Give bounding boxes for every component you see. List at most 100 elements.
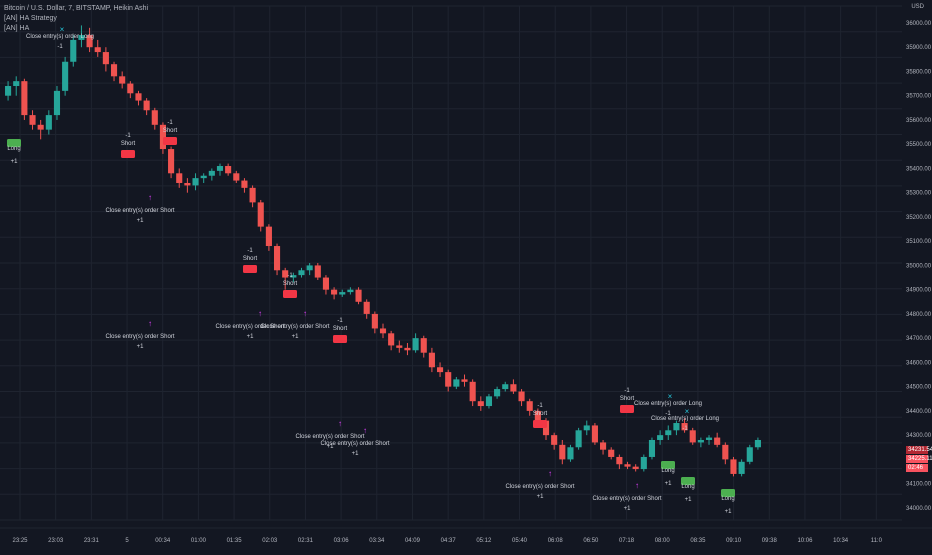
candle-body[interactable]: [347, 289, 354, 293]
candle-body[interactable]: [110, 64, 118, 77]
candle-body[interactable]: [453, 379, 460, 387]
candle-body[interactable]: [249, 187, 256, 203]
candle-body[interactable]: [355, 289, 362, 302]
candle-body[interactable]: [273, 246, 281, 271]
candle-body[interactable]: [461, 379, 468, 382]
candle-body[interactable]: [608, 449, 615, 457]
candle-body[interactable]: [314, 265, 321, 278]
candle-body[interactable]: [298, 270, 305, 276]
candle-body[interactable]: [119, 76, 126, 84]
candle-body[interactable]: [738, 461, 745, 474]
short-entry-badge[interactable]: [121, 150, 135, 158]
candle-body[interactable]: [494, 389, 501, 397]
candle-body[interactable]: [102, 52, 109, 65]
candle-body[interactable]: [526, 401, 533, 411]
candle-body[interactable]: [404, 347, 411, 351]
candle-body[interactable]: [241, 180, 248, 188]
candle-body[interactable]: [37, 124, 44, 130]
candle-body[interactable]: [436, 367, 444, 373]
candle-body[interactable]: [135, 93, 142, 101]
candle-body[interactable]: [306, 265, 313, 271]
candle-body[interactable]: [53, 90, 61, 116]
candle-body[interactable]: [192, 178, 199, 186]
candle-body[interactable]: [730, 459, 737, 474]
candle-body[interactable]: [591, 425, 598, 443]
candle-body[interactable]: [746, 447, 753, 462]
candle-body[interactable]: [200, 175, 207, 179]
candle-body[interactable]: [722, 444, 729, 460]
candle-body[interactable]: [412, 338, 419, 351]
candle-body[interactable]: [94, 47, 101, 53]
candle-body[interactable]: [534, 410, 541, 421]
candle-body[interactable]: [567, 447, 574, 460]
candle-body[interactable]: [176, 173, 183, 183]
candle-body[interactable]: [673, 423, 680, 431]
candle-body[interactable]: [445, 372, 452, 387]
candle-body[interactable]: [127, 83, 134, 94]
candle-body[interactable]: [510, 384, 517, 392]
candle-body[interactable]: [640, 456, 647, 470]
candle-body[interactable]: [689, 430, 696, 443]
candle-body[interactable]: [151, 110, 158, 125]
candle-body[interactable]: [339, 292, 346, 295]
short-entry-badge[interactable]: [333, 335, 347, 343]
candle-body[interactable]: [331, 289, 338, 295]
candle-body[interactable]: [363, 301, 370, 314]
candle-body[interactable]: [469, 381, 476, 402]
candle-body[interactable]: [29, 115, 36, 125]
candle-body[interactable]: [396, 345, 403, 348]
candle-body[interactable]: [86, 35, 93, 48]
candle-body[interactable]: [379, 328, 387, 334]
candle-body[interactable]: [657, 435, 664, 440]
candle-body[interactable]: [616, 456, 623, 465]
long-entry-badge[interactable]: [7, 139, 21, 147]
short-entry-badge[interactable]: [163, 137, 177, 145]
candle-body[interactable]: [225, 166, 232, 174]
long-entry-badge[interactable]: [661, 461, 675, 469]
candle-body[interactable]: [143, 100, 150, 111]
candle-body[interactable]: [5, 86, 12, 96]
chart-legend[interactable]: Bitcoin / U.S. Dollar, 7, BITSTAMP, Heik…: [4, 4, 148, 34]
candle-body[interactable]: [371, 313, 378, 329]
candle-body[interactable]: [257, 202, 264, 227]
candle-body[interactable]: [583, 425, 590, 431]
candle-body[interactable]: [265, 226, 272, 247]
candle-body[interactable]: [208, 170, 215, 176]
candle-body[interactable]: [13, 81, 20, 87]
candle-body[interactable]: [428, 352, 435, 368]
candle-body[interactable]: [420, 338, 427, 353]
candle-body[interactable]: [754, 439, 761, 448]
candle-body[interactable]: [665, 430, 672, 436]
short-entry-badge[interactable]: [283, 290, 297, 298]
candle-body[interactable]: [648, 439, 656, 457]
short-entry-badge[interactable]: [620, 405, 634, 413]
candle-body[interactable]: [159, 124, 166, 150]
candle-body[interactable]: [697, 439, 704, 443]
candle-body[interactable]: [290, 275, 297, 278]
candle-body[interactable]: [632, 466, 639, 470]
candle-body[interactable]: [705, 437, 713, 440]
candle-body[interactable]: [681, 423, 688, 431]
long-entry-badge[interactable]: [681, 477, 695, 485]
candle-body[interactable]: [624, 464, 631, 467]
candle-body[interactable]: [477, 401, 484, 407]
candle-body[interactable]: [233, 173, 240, 181]
candle-body[interactable]: [45, 115, 52, 130]
candle-body[interactable]: [559, 444, 566, 460]
symbol-title[interactable]: Bitcoin / U.S. Dollar, 7, BITSTAMP, Heik…: [4, 5, 149, 12]
candle-body[interactable]: [485, 396, 493, 407]
ha-indicator-label[interactable]: [AN] HA: [4, 25, 30, 32]
candle-body[interactable]: [78, 35, 85, 40]
candle-body[interactable]: [168, 149, 175, 174]
candle-body[interactable]: [502, 384, 509, 390]
candle-body[interactable]: [216, 166, 224, 171]
candle-body[interactable]: [322, 277, 330, 290]
candle-body[interactable]: [551, 435, 558, 445]
candle-body[interactable]: [388, 333, 395, 346]
candle-body[interactable]: [282, 270, 289, 278]
short-entry-badge[interactable]: [243, 265, 257, 273]
short-entry-badge[interactable]: [533, 420, 547, 428]
candle-body[interactable]: [70, 39, 77, 62]
